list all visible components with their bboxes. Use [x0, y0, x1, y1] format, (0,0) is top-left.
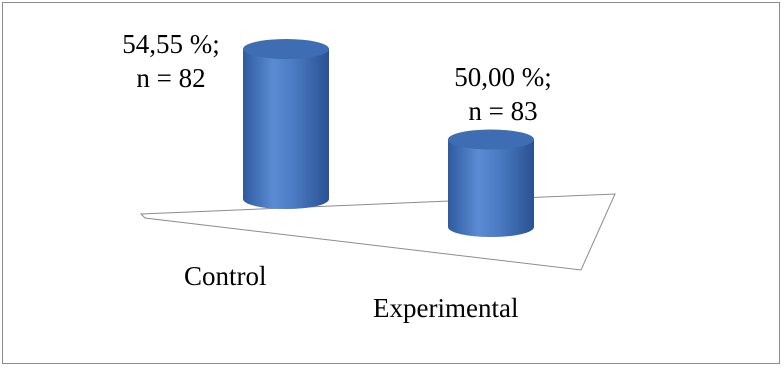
chart-plot	[139, 38, 616, 271]
data-label-experimental-n: n = 83	[468, 96, 538, 126]
data-label-control: 54,55 %; n = 82	[101, 27, 241, 95]
category-label-control: Control	[184, 261, 267, 291]
chart-area: Control Experimental 54,55 %; n = 82 50,…	[2, 2, 780, 364]
data-label-control-percent: 54,55 %;	[122, 29, 220, 59]
bar-experimental	[448, 139, 534, 237]
bar-top-control	[243, 38, 329, 59]
category-label-experimental: Experimental	[373, 293, 519, 323]
data-label-experimental: 50,00 %; n = 83	[433, 60, 573, 128]
bar-control	[243, 48, 329, 209]
data-label-experimental-percent: 50,00 %;	[454, 62, 552, 92]
data-label-control-n: n = 82	[136, 63, 206, 93]
bar-top-experimental	[448, 129, 534, 150]
